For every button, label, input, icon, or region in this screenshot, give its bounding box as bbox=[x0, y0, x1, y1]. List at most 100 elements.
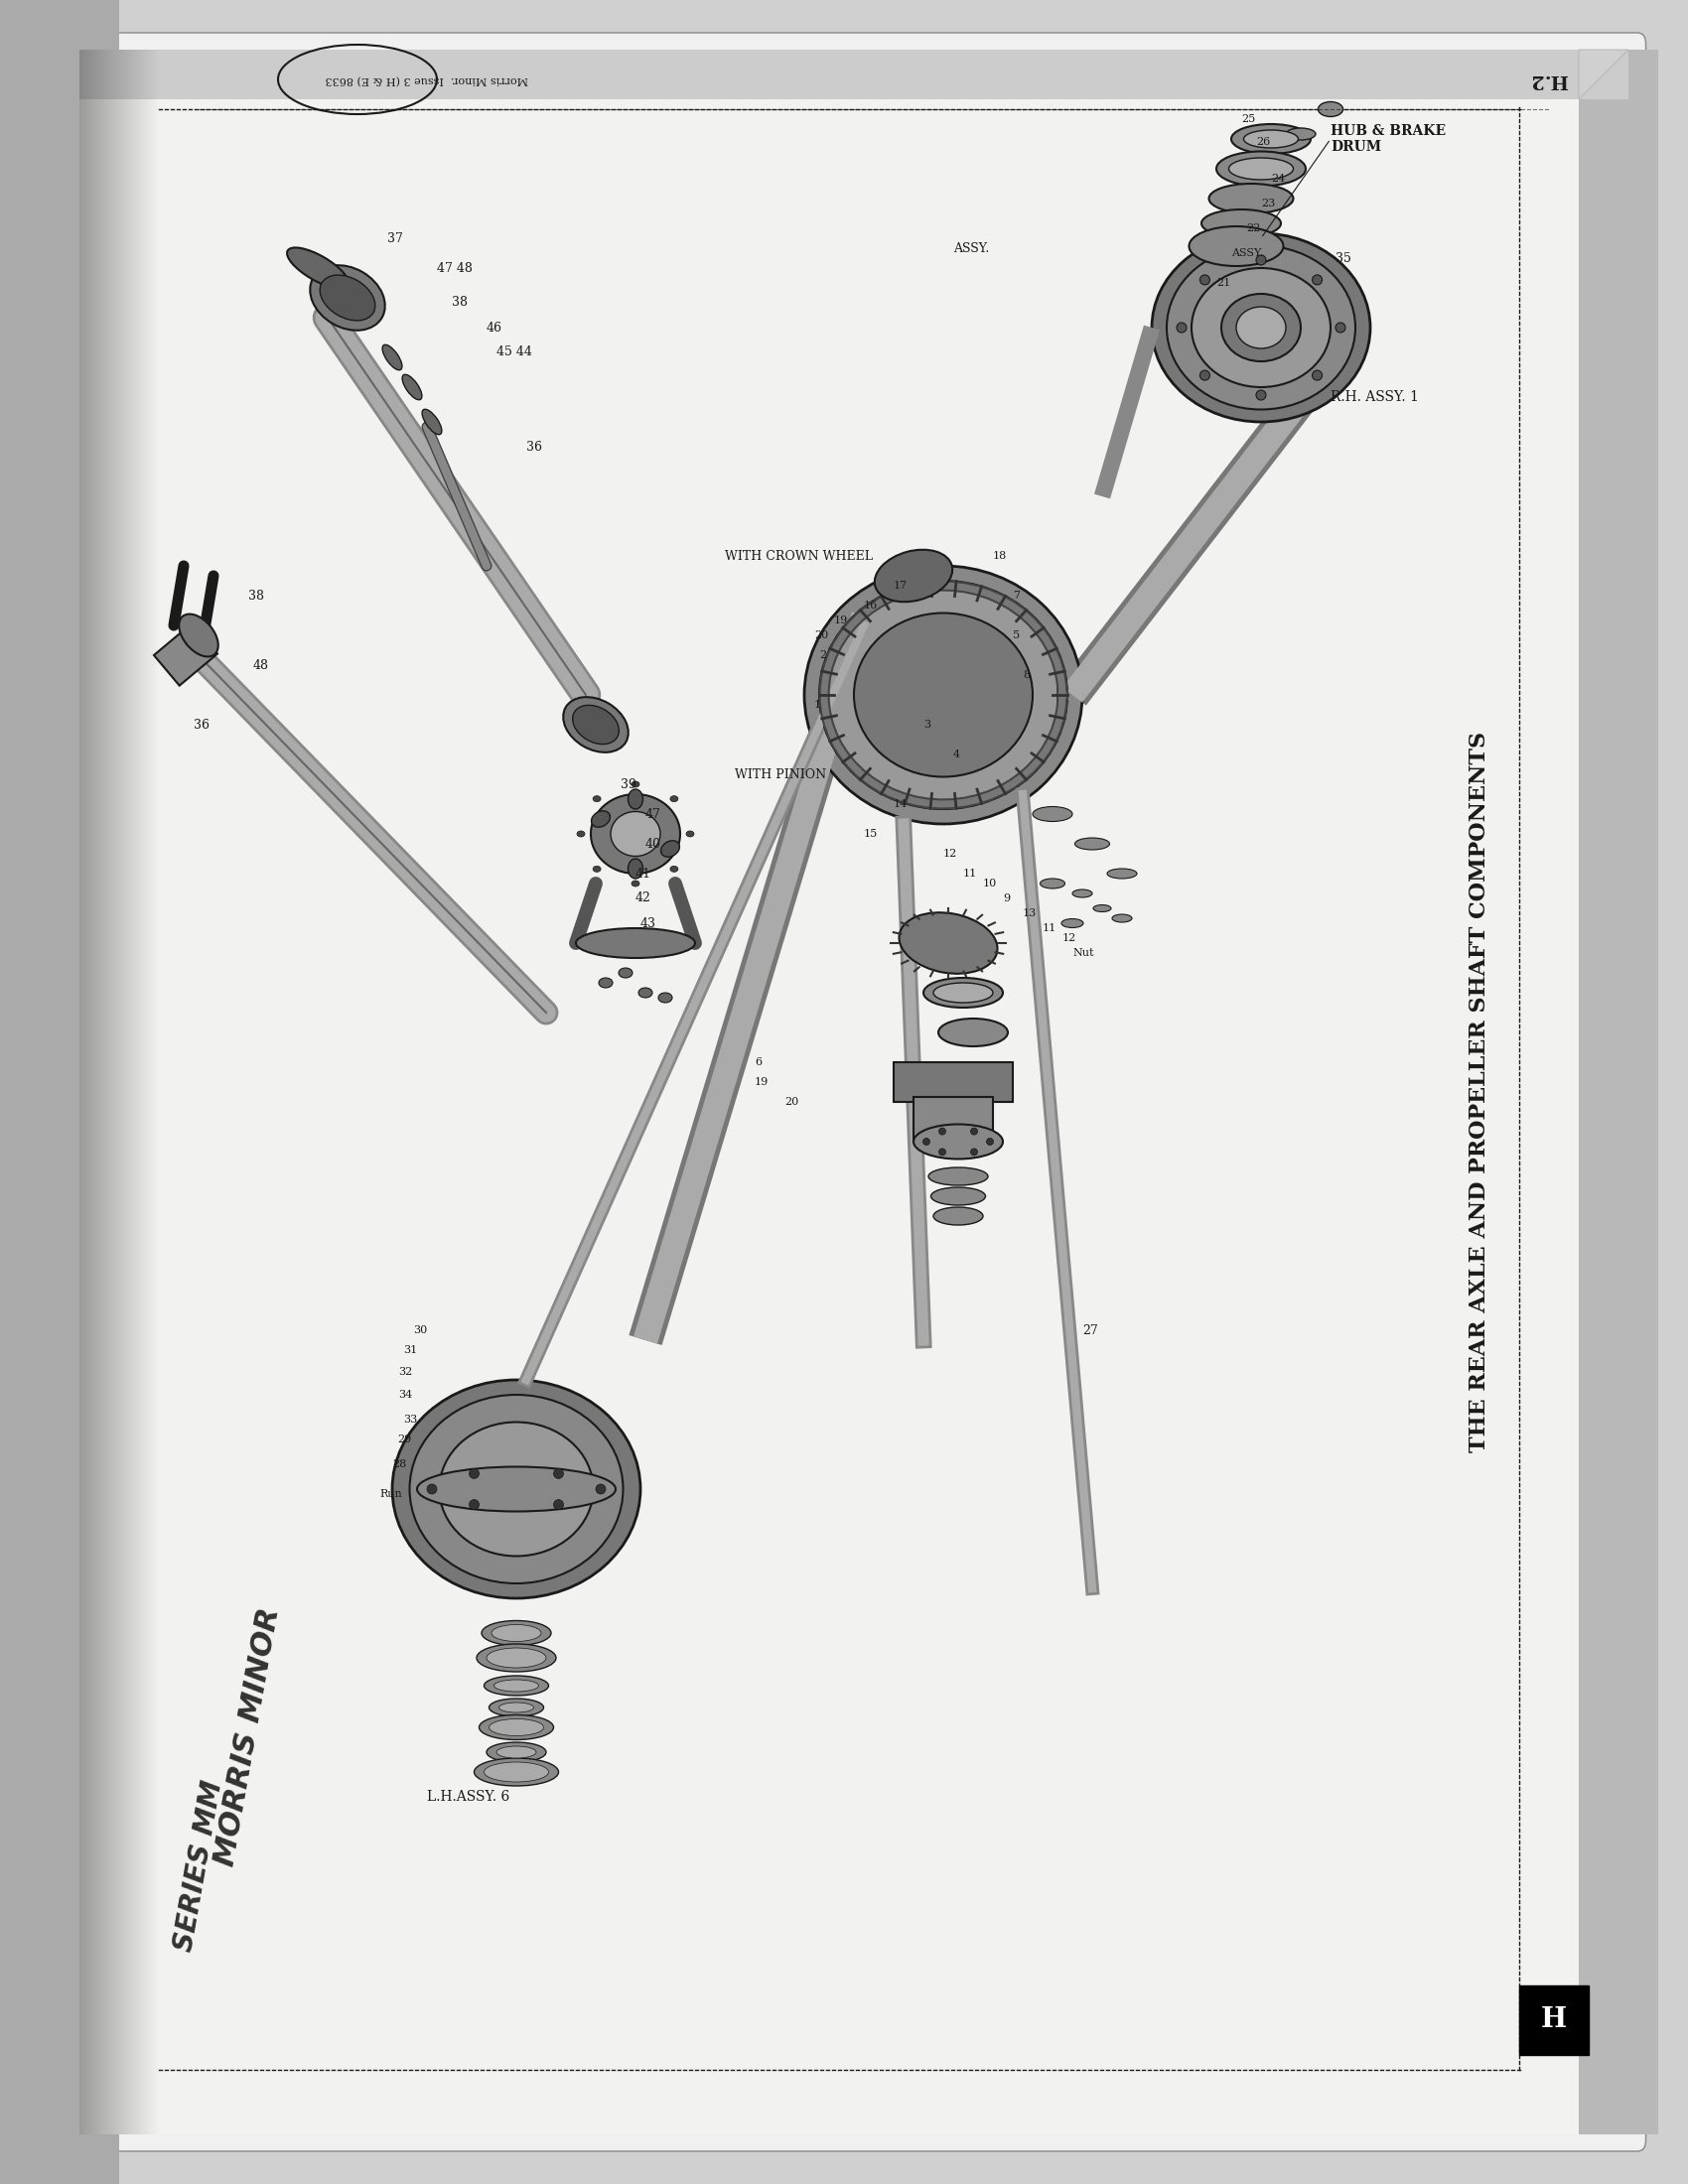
Text: 41: 41 bbox=[635, 867, 652, 880]
Ellipse shape bbox=[490, 1699, 544, 1717]
Text: MORRIS MINOR: MORRIS MINOR bbox=[211, 1605, 285, 1870]
Ellipse shape bbox=[383, 345, 402, 369]
Ellipse shape bbox=[662, 841, 680, 856]
Text: 47 48: 47 48 bbox=[437, 262, 473, 275]
Text: 23: 23 bbox=[1261, 199, 1274, 207]
Ellipse shape bbox=[1244, 131, 1298, 149]
Circle shape bbox=[1256, 391, 1266, 400]
Ellipse shape bbox=[592, 795, 601, 802]
Ellipse shape bbox=[1231, 124, 1310, 153]
Ellipse shape bbox=[486, 1649, 547, 1669]
Ellipse shape bbox=[628, 788, 643, 808]
Text: SERIES MM: SERIES MM bbox=[170, 1778, 228, 1955]
Text: HUB & BRAKE
DRUM: HUB & BRAKE DRUM bbox=[1330, 124, 1447, 153]
Ellipse shape bbox=[490, 1719, 544, 1736]
Ellipse shape bbox=[930, 1188, 986, 1206]
Ellipse shape bbox=[591, 795, 680, 874]
Text: 8: 8 bbox=[1023, 670, 1030, 679]
Text: 48: 48 bbox=[253, 660, 268, 673]
Ellipse shape bbox=[1229, 157, 1293, 179]
Ellipse shape bbox=[599, 978, 613, 987]
Circle shape bbox=[1200, 371, 1210, 380]
Text: 20: 20 bbox=[785, 1096, 798, 1107]
Text: H.2: H.2 bbox=[1529, 70, 1568, 87]
Ellipse shape bbox=[392, 1380, 640, 1599]
Ellipse shape bbox=[803, 566, 1082, 823]
Text: 42: 42 bbox=[635, 891, 652, 904]
Ellipse shape bbox=[592, 867, 601, 871]
Text: 9: 9 bbox=[1003, 893, 1009, 904]
Text: 34: 34 bbox=[398, 1389, 412, 1400]
Ellipse shape bbox=[1192, 269, 1330, 387]
Ellipse shape bbox=[484, 1675, 549, 1695]
Circle shape bbox=[971, 1149, 977, 1155]
Ellipse shape bbox=[1286, 129, 1315, 140]
Text: WITH CROWN WHEEL: WITH CROWN WHEEL bbox=[724, 550, 873, 561]
Text: 12: 12 bbox=[1062, 933, 1077, 943]
Ellipse shape bbox=[572, 705, 619, 745]
Ellipse shape bbox=[179, 614, 218, 657]
Ellipse shape bbox=[1188, 227, 1283, 266]
Text: 38: 38 bbox=[452, 297, 468, 310]
Ellipse shape bbox=[1112, 915, 1133, 922]
Text: 2: 2 bbox=[819, 651, 825, 660]
Ellipse shape bbox=[685, 830, 694, 836]
Text: ASSY.: ASSY. bbox=[954, 242, 989, 256]
Text: 10: 10 bbox=[982, 878, 998, 889]
Ellipse shape bbox=[417, 1468, 616, 1511]
Text: 19: 19 bbox=[834, 616, 847, 625]
Ellipse shape bbox=[658, 994, 672, 1002]
Circle shape bbox=[596, 1485, 606, 1494]
Circle shape bbox=[939, 1127, 945, 1136]
Ellipse shape bbox=[819, 581, 1067, 808]
Text: 20: 20 bbox=[814, 631, 829, 640]
Text: 39: 39 bbox=[621, 778, 636, 791]
Ellipse shape bbox=[500, 1704, 533, 1712]
Ellipse shape bbox=[1072, 889, 1092, 898]
Bar bbox=[1578, 50, 1658, 2134]
Ellipse shape bbox=[928, 1168, 987, 1186]
Ellipse shape bbox=[1236, 306, 1286, 349]
Text: H: H bbox=[1541, 2007, 1566, 2033]
Text: 36: 36 bbox=[194, 719, 209, 732]
Ellipse shape bbox=[1217, 151, 1307, 186]
Ellipse shape bbox=[854, 614, 1033, 778]
Ellipse shape bbox=[874, 550, 952, 603]
Ellipse shape bbox=[439, 1422, 592, 1555]
Ellipse shape bbox=[638, 987, 652, 998]
Ellipse shape bbox=[1202, 210, 1281, 238]
Ellipse shape bbox=[631, 880, 640, 887]
Bar bbox=[154, 622, 218, 686]
Bar bbox=[893, 1061, 1013, 1103]
Text: 6: 6 bbox=[755, 1057, 761, 1068]
Text: 12: 12 bbox=[944, 850, 957, 858]
Text: 38: 38 bbox=[248, 590, 263, 603]
Ellipse shape bbox=[495, 1679, 538, 1693]
Circle shape bbox=[554, 1500, 564, 1509]
Text: 3: 3 bbox=[923, 721, 930, 729]
Text: 24: 24 bbox=[1271, 175, 1285, 183]
Ellipse shape bbox=[479, 1714, 554, 1741]
Ellipse shape bbox=[496, 1747, 537, 1758]
Text: 25: 25 bbox=[1241, 114, 1256, 124]
Ellipse shape bbox=[933, 983, 993, 1002]
Ellipse shape bbox=[939, 1018, 1008, 1046]
Ellipse shape bbox=[1107, 869, 1138, 878]
Circle shape bbox=[923, 1138, 930, 1144]
Text: 40: 40 bbox=[645, 836, 662, 850]
Ellipse shape bbox=[311, 264, 385, 330]
Text: 4: 4 bbox=[954, 749, 960, 760]
Ellipse shape bbox=[321, 275, 375, 321]
Ellipse shape bbox=[1222, 295, 1301, 360]
Text: 43: 43 bbox=[640, 917, 657, 930]
Text: 18: 18 bbox=[993, 550, 1008, 561]
Ellipse shape bbox=[900, 913, 998, 974]
Text: 11: 11 bbox=[964, 869, 977, 878]
Ellipse shape bbox=[933, 1208, 982, 1225]
Ellipse shape bbox=[1040, 878, 1065, 889]
Text: 15: 15 bbox=[864, 830, 878, 839]
Ellipse shape bbox=[1094, 904, 1111, 913]
Ellipse shape bbox=[287, 247, 348, 288]
Ellipse shape bbox=[670, 795, 679, 802]
Text: 45 44: 45 44 bbox=[496, 345, 532, 358]
